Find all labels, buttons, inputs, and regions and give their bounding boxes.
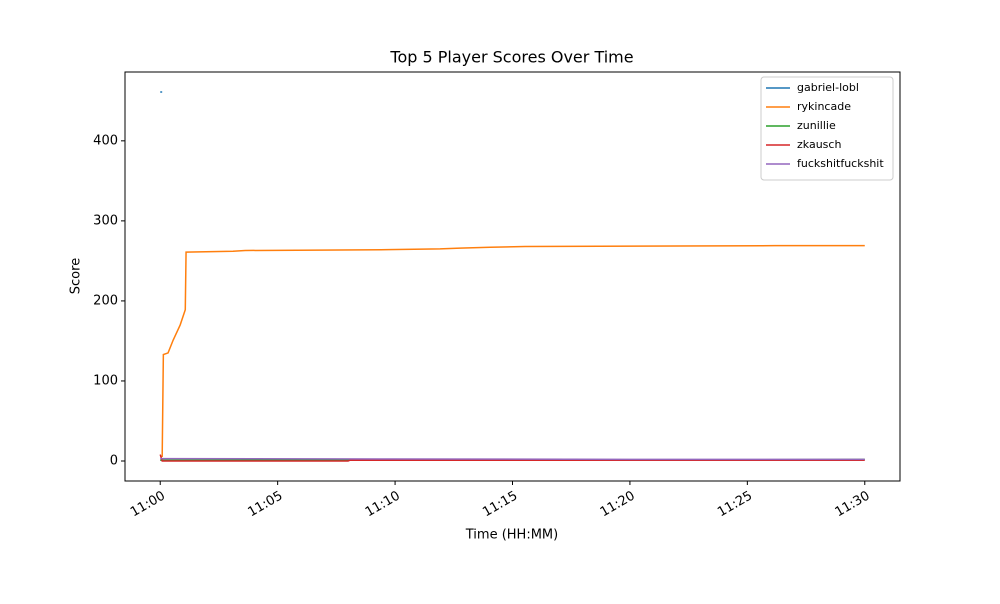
x-tick-label: 11:00 bbox=[128, 489, 168, 521]
legend-label: zkausch bbox=[797, 138, 841, 151]
y-tick-label: 400 bbox=[93, 133, 118, 148]
x-tick-label: 11:10 bbox=[363, 489, 403, 521]
x-tick-label: 11:30 bbox=[833, 489, 873, 521]
legend-label: zunillie bbox=[797, 119, 836, 132]
series-line bbox=[160, 457, 865, 461]
legend-label: gabriel-lobl bbox=[797, 81, 859, 94]
legend-box bbox=[760, 76, 894, 181]
y-axis-label: Score bbox=[69, 258, 84, 294]
series-line bbox=[161, 244, 865, 457]
y-tick-label: 300 bbox=[93, 213, 118, 228]
x-tick-label: 11:15 bbox=[480, 489, 520, 521]
legend-label: rykincade bbox=[797, 100, 851, 113]
chart-title: Top 5 Player Scores Over Time bbox=[389, 48, 633, 67]
x-tick-label: 11:05 bbox=[245, 489, 285, 521]
legend-label: fuckshitfuckshit bbox=[797, 157, 884, 170]
x-axis-label: Time (HH:MM) bbox=[465, 528, 558, 543]
y-tick-label: 100 bbox=[93, 373, 118, 388]
y-tick-label: 200 bbox=[93, 293, 118, 308]
x-tick-label: 11:20 bbox=[598, 489, 638, 521]
x-tick-label: 11:25 bbox=[715, 489, 755, 521]
y-tick-label: 0 bbox=[110, 453, 118, 468]
plot-frame bbox=[124, 71, 901, 482]
